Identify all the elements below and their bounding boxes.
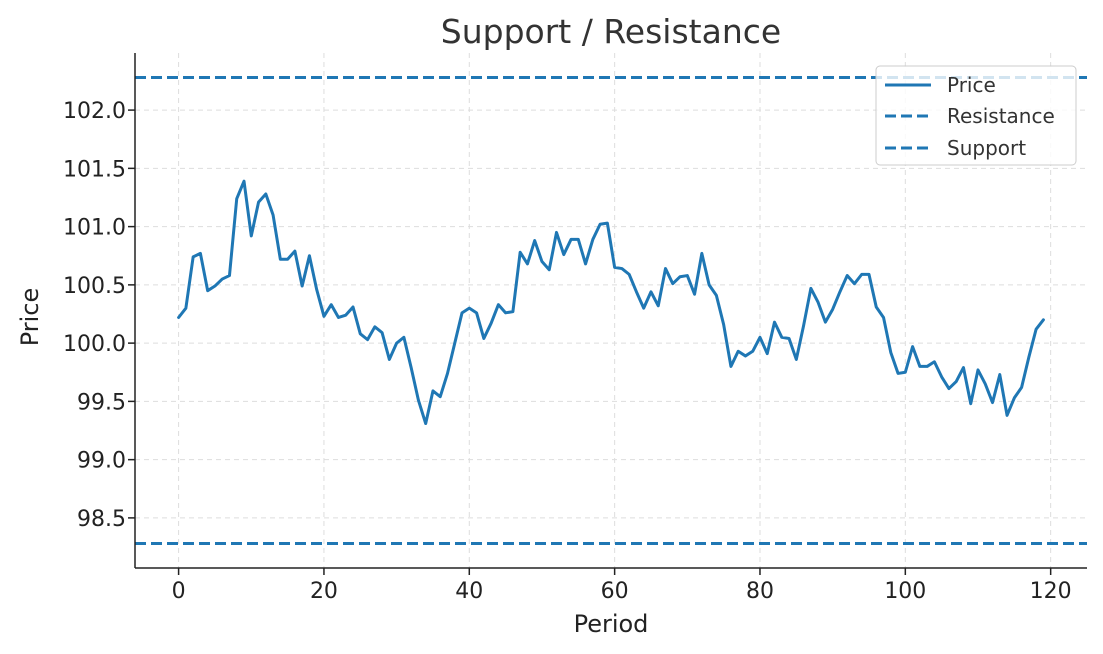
y-tick-label: 101.5 bbox=[63, 157, 126, 182]
x-axis-label: Period bbox=[574, 610, 649, 638]
legend: Price Resistance Support bbox=[875, 65, 1077, 166]
legend-box bbox=[875, 65, 1077, 166]
x-tick-label: 0 bbox=[172, 579, 186, 604]
y-tick-label: 100.0 bbox=[63, 332, 126, 357]
chart-title: Support / Resistance bbox=[441, 12, 781, 51]
series-layer bbox=[177, 179, 1045, 426]
y-tick-label: 98.5 bbox=[77, 507, 126, 532]
x-tick-label: 120 bbox=[1030, 579, 1072, 604]
x-tick-label: 100 bbox=[884, 579, 926, 604]
legend-resistance-label: Resistance bbox=[947, 104, 1055, 128]
legend-support-label: Support bbox=[947, 136, 1026, 160]
x-tick-label: 80 bbox=[746, 579, 774, 604]
y-axis-label: Price bbox=[16, 288, 44, 347]
y-tick-label: 101.0 bbox=[63, 216, 126, 241]
x-tick-label: 20 bbox=[310, 579, 338, 604]
y-tick-label: 99.5 bbox=[77, 390, 126, 415]
x-tick-label: 60 bbox=[601, 579, 629, 604]
x-tick-label: 40 bbox=[455, 579, 483, 604]
legend-price-label: Price bbox=[947, 73, 996, 97]
price-line bbox=[177, 179, 1045, 426]
axes bbox=[134, 53, 1087, 569]
y-tick-label: 99.0 bbox=[77, 449, 126, 474]
y-tick-label: 102.0 bbox=[63, 99, 126, 124]
y-tick-label: 100.5 bbox=[63, 274, 126, 299]
ticks: 0 20 40 60 80 100 120 98.5 99.0 99.5 100.0 100.5 101… bbox=[63, 99, 1072, 604]
